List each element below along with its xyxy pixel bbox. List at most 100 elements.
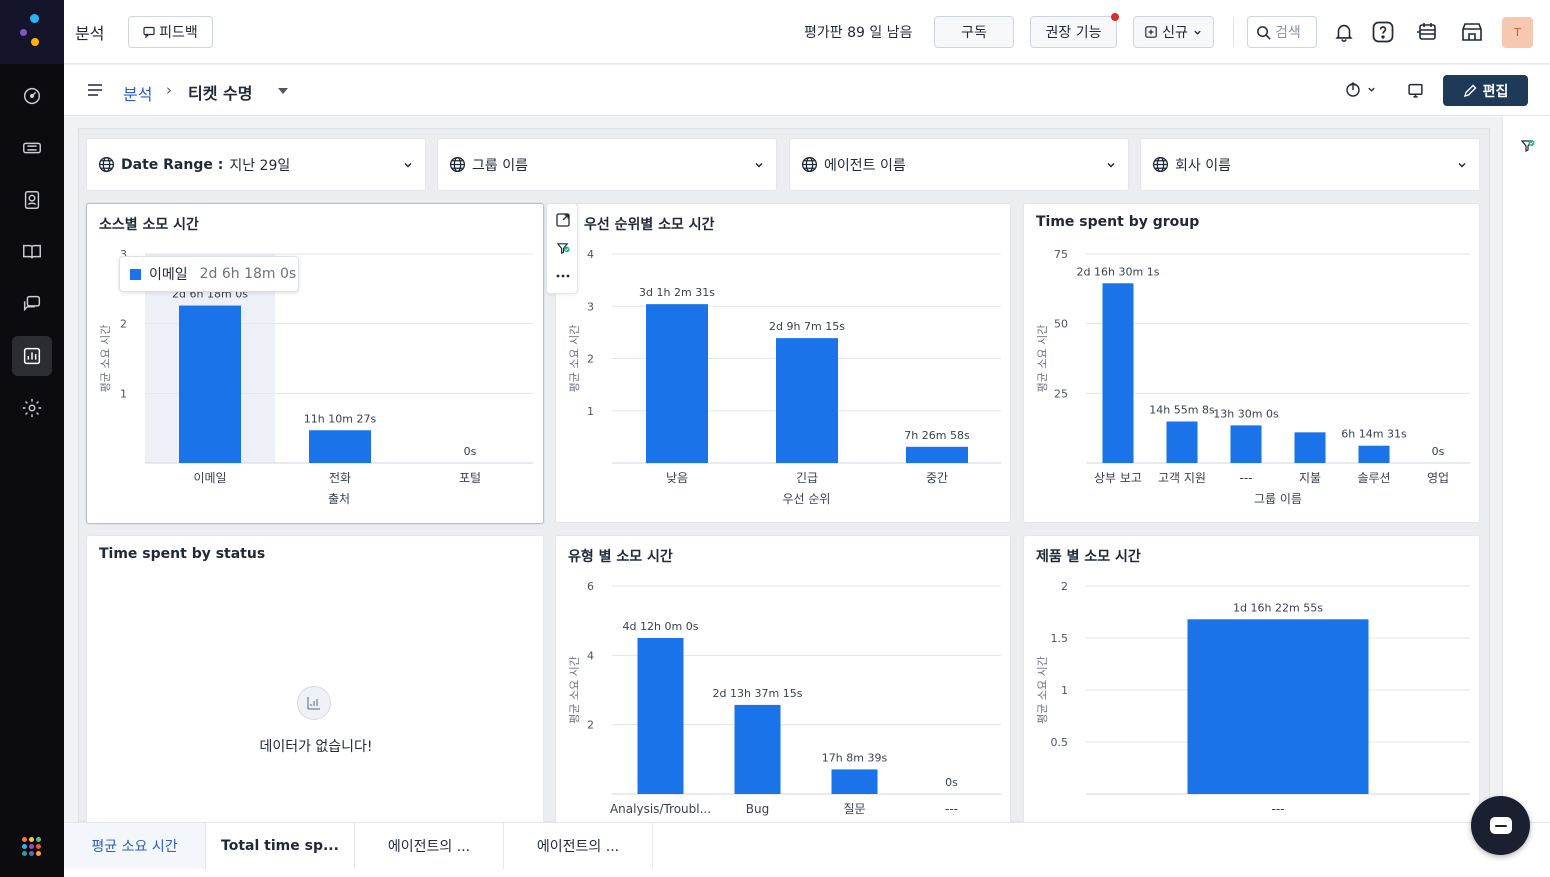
data-label: 0s (464, 445, 477, 458)
notification-dot (1111, 13, 1119, 21)
store-icon[interactable] (1458, 18, 1486, 46)
data-label: 2d 13h 37m 15s (713, 687, 803, 700)
chart-card-product[interactable]: 0.5 1 1.5 2 1d 16h 22m 55s --- 평균 소요 시간 제품 별 소… (1023, 535, 1480, 835)
edit-button[interactable]: 편집 (1443, 75, 1528, 106)
present-icon[interactable] (1407, 82, 1424, 99)
chart-bar (1187, 619, 1369, 794)
book-icon[interactable] (12, 232, 52, 272)
left-nav-rail (0, 0, 64, 877)
freshdesk-logo[interactable] (0, 0, 64, 64)
chat-icon[interactable] (12, 284, 52, 324)
breadcrumb-separator: › (166, 81, 172, 99)
header-divider (1233, 18, 1234, 46)
empty-state-text: 데이터가 없습니다! (259, 739, 373, 755)
card-toolbar (546, 203, 578, 294)
settings-icon[interactable] (12, 388, 52, 428)
breadcrumb-bar: 분석 › 티켓 수명 편집 (64, 65, 1550, 116)
top-header: 분석 피드백 평가판 89 일 남음 구독 권장 기능 신규 검색 (64, 0, 1550, 64)
y-tick-label: 1 (120, 387, 127, 400)
feedback-label: 피드백 (159, 25, 198, 41)
y-tick-label: 1 (587, 405, 594, 418)
data-label: 0s (1432, 445, 1445, 458)
new-label: 신규 (1162, 25, 1188, 41)
dashboard-icon[interactable] (12, 76, 52, 116)
search-button[interactable]: 검색 (1247, 16, 1317, 48)
x-tick-label: 질문 (843, 802, 865, 816)
x-tick-label: 지불 (1299, 471, 1321, 485)
breadcrumb-parent[interactable]: 분석 (123, 85, 153, 104)
subscribe-button[interactable]: 구독 (934, 16, 1014, 48)
filter-check-icon[interactable] (555, 240, 571, 256)
tab-average-time[interactable]: 평균 소요 시간 (64, 823, 206, 869)
data-label: 3d 1h 2m 31s (639, 286, 715, 299)
chevron-down-icon (1194, 30, 1201, 35)
x-axis-title: 그룹 이름 (1254, 492, 1302, 506)
globe-icon (98, 156, 115, 173)
chart-bar (906, 446, 968, 463)
page-title: 티켓 수명 (188, 84, 253, 103)
empty-chart-icon (297, 686, 331, 720)
chevron-down-icon (1458, 162, 1466, 168)
caret-down-icon[interactable] (278, 88, 288, 94)
chart-card-priority[interactable]: 1 2 3 4 3d 1h 2m 31s 낮음 2d 9h 7m 15s 긴급 7h 26m 5… (555, 203, 1011, 523)
x-tick-label: 전화 (329, 471, 351, 485)
chart-bar (1294, 432, 1326, 463)
chart-bar (637, 638, 684, 794)
y-tick-label: 6 (587, 580, 594, 593)
analytics-icon[interactable] (12, 336, 52, 376)
x-tick-label: 긴급 (796, 471, 818, 485)
x-axis-title: 출처 (328, 492, 350, 506)
feedback-button[interactable]: 피드백 (128, 16, 213, 48)
chart-card-type[interactable]: 2 4 6 4d 12h 0m 0s Analysis/Troubl... 2d 13h … (555, 535, 1011, 835)
right-panel (1502, 116, 1550, 822)
apps-grid-icon[interactable] (22, 837, 42, 857)
help-icon[interactable] (1369, 18, 1397, 46)
x-tick-label: --- (945, 802, 958, 816)
tab-agent-1[interactable]: 에이전트의 ... (355, 823, 504, 869)
globe-icon (1152, 156, 1169, 173)
chart-title: Time spent by status (99, 546, 266, 562)
tab-agent-2[interactable]: 에이전트의 ... (504, 823, 653, 869)
bell-icon[interactable] (1330, 18, 1358, 46)
new-button[interactable]: 신규 (1133, 16, 1214, 48)
app-title: 분석 (75, 24, 105, 43)
chart-card-group[interactable]: 25 50 75 2d 16h 30m 1s 상부 보고 14h 55m 8s 고객 지원 1… (1023, 203, 1480, 523)
filter-check-icon[interactable] (1520, 138, 1536, 154)
chevron-down-icon (1368, 87, 1375, 92)
chart-title: Time spent by group (1036, 214, 1200, 230)
filter-label: 회사 이름 (1175, 157, 1231, 174)
filter-label: 그룹 이름 (472, 157, 528, 174)
chart-card-status[interactable]: Time spent by status 데이터가 없습니다! (86, 535, 544, 835)
filter-group-name[interactable]: 그룹 이름 (437, 138, 777, 191)
y-tick-label: 25 (1054, 387, 1068, 400)
crm-icon[interactable] (1413, 18, 1441, 46)
x-tick-label: 낮음 (666, 471, 688, 485)
filter-date-range[interactable]: Date Range : 지난 29일 (86, 138, 426, 191)
y-axis-title: 평균 소요 시간 (568, 656, 581, 724)
recommended-label: 권장 기능 (1045, 25, 1102, 41)
chart-title: 우선 순위별 소모 시간 (584, 217, 715, 233)
report-tabs: 평균 소요 시간 Total time sp... 에이전트의 ... 에이전트… (64, 822, 1550, 877)
recommended-features-button[interactable]: 권장 기능 (1030, 13, 1119, 48)
expand-icon[interactable] (555, 212, 571, 228)
chat-widget-button[interactable] (1471, 796, 1530, 855)
contacts-icon[interactable] (12, 180, 52, 220)
filter-value: 지난 29일 (229, 157, 291, 174)
legend-swatch (130, 268, 141, 280)
chart-card-source[interactable]: 1 2 3 2d 6h 18m 0s 이메일 11h 10m 27s 전화 0s 포털 출처 평균 … (86, 203, 544, 524)
x-tick-label: Bug (746, 802, 769, 816)
edit-label: 편집 (1482, 83, 1509, 100)
y-axis-title: 평균 소요 시간 (568, 325, 581, 393)
hamburger-icon[interactable] (86, 82, 104, 98)
filter-company-name[interactable]: 회사 이름 (1140, 138, 1480, 191)
ticket-icon[interactable] (12, 128, 52, 168)
filter-agent-name[interactable]: 에이전트 이름 (789, 138, 1129, 191)
y-axis-title: 평균 소요 시간 (1036, 656, 1049, 724)
y-tick-label: 0.5 (1051, 736, 1069, 749)
tab-total-time[interactable]: Total time sp... (206, 823, 355, 869)
avatar[interactable]: T (1502, 17, 1533, 48)
more-options-icon[interactable] (555, 268, 571, 284)
y-tick-label: 4 (587, 248, 594, 261)
export-menu[interactable] (1345, 81, 1376, 97)
